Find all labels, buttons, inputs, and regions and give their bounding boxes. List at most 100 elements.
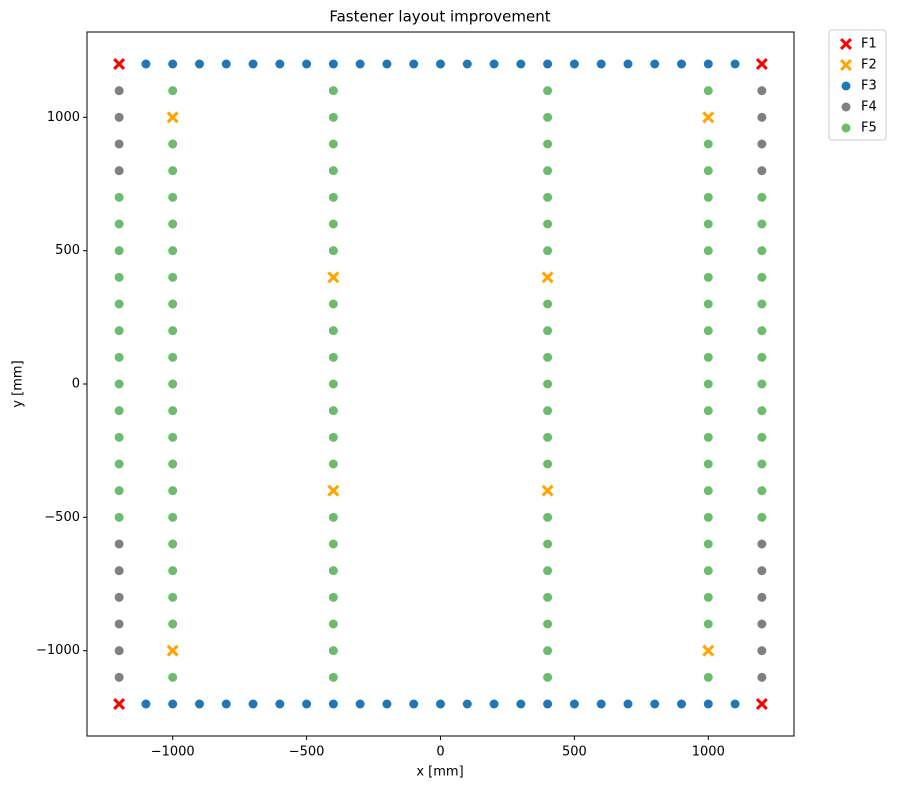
point bbox=[328, 219, 338, 229]
x-marker bbox=[541, 271, 554, 284]
point bbox=[543, 699, 553, 709]
point bbox=[543, 566, 553, 576]
legend-marker bbox=[841, 102, 851, 112]
point bbox=[703, 539, 713, 549]
point bbox=[543, 352, 553, 362]
point bbox=[543, 246, 553, 256]
point bbox=[757, 459, 767, 469]
point bbox=[703, 486, 713, 496]
point bbox=[757, 166, 767, 176]
point bbox=[248, 699, 258, 709]
point bbox=[409, 699, 419, 709]
point bbox=[168, 672, 178, 682]
point bbox=[757, 432, 767, 442]
point bbox=[328, 166, 338, 176]
point bbox=[569, 59, 579, 69]
x-marker bbox=[327, 271, 340, 284]
y-tick-label: 500 bbox=[55, 243, 80, 258]
x-tick-label: −1000 bbox=[151, 745, 195, 760]
point bbox=[623, 699, 633, 709]
y-tick-label: −500 bbox=[44, 510, 80, 525]
point bbox=[543, 326, 553, 336]
point bbox=[543, 512, 553, 522]
point bbox=[328, 406, 338, 416]
point bbox=[328, 139, 338, 149]
x-tick-label: −500 bbox=[289, 745, 325, 760]
x-marker bbox=[702, 111, 715, 124]
point bbox=[328, 352, 338, 362]
point bbox=[703, 672, 713, 682]
point bbox=[543, 672, 553, 682]
point bbox=[114, 459, 124, 469]
legend-marker bbox=[840, 59, 852, 71]
point bbox=[757, 299, 767, 309]
y-tick-label: 0 bbox=[72, 377, 80, 392]
point bbox=[114, 672, 124, 682]
point bbox=[194, 59, 204, 69]
point bbox=[114, 406, 124, 416]
point bbox=[114, 592, 124, 602]
point bbox=[543, 432, 553, 442]
point bbox=[596, 699, 606, 709]
point bbox=[703, 459, 713, 469]
point bbox=[114, 619, 124, 629]
point bbox=[409, 59, 419, 69]
point bbox=[114, 379, 124, 389]
point bbox=[703, 326, 713, 336]
point bbox=[194, 699, 204, 709]
point bbox=[757, 219, 767, 229]
point bbox=[757, 486, 767, 496]
legend-label: F5 bbox=[861, 121, 877, 136]
point bbox=[141, 59, 151, 69]
point bbox=[703, 352, 713, 362]
x-marker bbox=[327, 484, 340, 497]
point bbox=[114, 432, 124, 442]
point bbox=[703, 246, 713, 256]
x-tick-label: 1000 bbox=[692, 745, 725, 760]
point bbox=[355, 699, 365, 709]
x-marker bbox=[702, 644, 715, 657]
point bbox=[489, 699, 499, 709]
point bbox=[168, 246, 178, 256]
point bbox=[168, 539, 178, 549]
point bbox=[221, 699, 231, 709]
point bbox=[650, 699, 660, 709]
point bbox=[168, 379, 178, 389]
y-axis-label: y [mm] bbox=[11, 360, 26, 407]
point bbox=[703, 166, 713, 176]
point bbox=[168, 699, 178, 709]
point bbox=[328, 379, 338, 389]
point bbox=[543, 166, 553, 176]
point bbox=[703, 699, 713, 709]
point bbox=[302, 59, 312, 69]
y-tick-label: −1000 bbox=[36, 643, 80, 658]
point bbox=[543, 59, 553, 69]
point bbox=[703, 192, 713, 202]
point bbox=[757, 352, 767, 362]
point bbox=[543, 406, 553, 416]
point bbox=[757, 539, 767, 549]
point bbox=[221, 59, 231, 69]
x-marker bbox=[755, 698, 768, 710]
point bbox=[757, 139, 767, 149]
point bbox=[328, 299, 338, 309]
point bbox=[516, 699, 526, 709]
point bbox=[114, 219, 124, 229]
y-tick-label: 1000 bbox=[47, 110, 80, 125]
point bbox=[328, 672, 338, 682]
point bbox=[462, 59, 472, 69]
point bbox=[757, 512, 767, 522]
point bbox=[543, 299, 553, 309]
point bbox=[543, 539, 553, 549]
point bbox=[757, 272, 767, 282]
point bbox=[168, 86, 178, 96]
point bbox=[248, 59, 258, 69]
point bbox=[114, 566, 124, 576]
point bbox=[114, 512, 124, 522]
x-marker bbox=[541, 484, 554, 497]
point bbox=[543, 219, 553, 229]
point bbox=[168, 352, 178, 362]
point bbox=[168, 592, 178, 602]
point bbox=[168, 192, 178, 202]
